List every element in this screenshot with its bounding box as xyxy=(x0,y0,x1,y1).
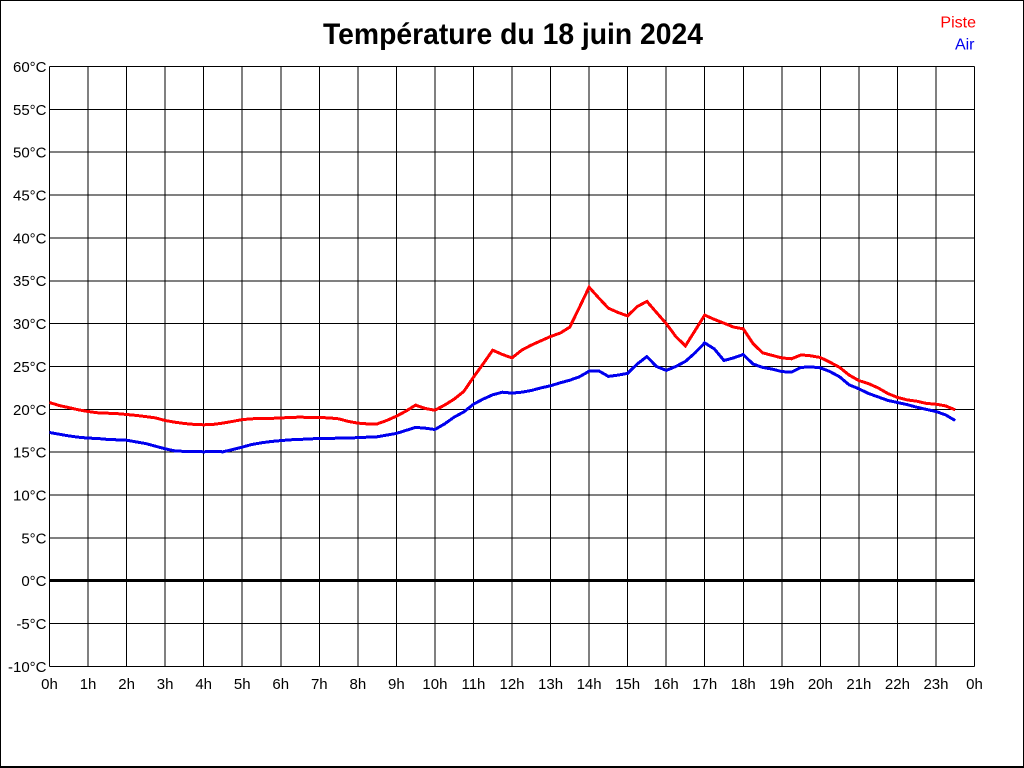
svg-text:9h: 9h xyxy=(388,676,405,693)
svg-text:7h: 7h xyxy=(311,676,328,693)
svg-text:25°C: 25°C xyxy=(13,359,47,376)
svg-text:10°C: 10°C xyxy=(13,487,47,504)
svg-text:15°C: 15°C xyxy=(13,445,47,462)
svg-text:8h: 8h xyxy=(349,676,366,693)
svg-text:4h: 4h xyxy=(195,676,212,693)
svg-text:35°C: 35°C xyxy=(13,273,47,290)
svg-text:0h: 0h xyxy=(41,676,58,693)
svg-text:1h: 1h xyxy=(80,676,97,693)
svg-text:40°C: 40°C xyxy=(13,230,47,247)
svg-text:19h: 19h xyxy=(769,676,794,693)
svg-text:-5°C: -5°C xyxy=(16,616,46,633)
svg-text:45°C: 45°C xyxy=(13,187,47,204)
svg-text:30°C: 30°C xyxy=(13,316,47,333)
svg-text:6h: 6h xyxy=(272,676,289,693)
svg-text:0h: 0h xyxy=(966,676,983,693)
svg-text:5°C: 5°C xyxy=(21,530,46,547)
svg-text:16h: 16h xyxy=(654,676,679,693)
svg-text:10h: 10h xyxy=(422,676,447,693)
svg-text:3h: 3h xyxy=(157,676,174,693)
svg-text:22h: 22h xyxy=(885,676,910,693)
svg-text:14h: 14h xyxy=(577,676,602,693)
svg-text:55°C: 55°C xyxy=(13,102,47,119)
svg-text:Piste: Piste xyxy=(940,15,976,32)
svg-text:0°C: 0°C xyxy=(21,573,46,590)
svg-text:Air: Air xyxy=(955,37,975,54)
svg-text:60°C: 60°C xyxy=(13,59,47,76)
svg-text:18h: 18h xyxy=(731,676,756,693)
svg-text:20h: 20h xyxy=(808,676,833,693)
svg-text:2h: 2h xyxy=(118,676,135,693)
svg-text:21h: 21h xyxy=(846,676,871,693)
svg-text:5h: 5h xyxy=(234,676,251,693)
svg-text:12h: 12h xyxy=(499,676,524,693)
svg-text:13h: 13h xyxy=(538,676,563,693)
svg-text:20°C: 20°C xyxy=(13,402,47,419)
svg-text:23h: 23h xyxy=(923,676,948,693)
svg-text:15h: 15h xyxy=(615,676,640,693)
svg-text:50°C: 50°C xyxy=(13,145,47,162)
svg-text:11h: 11h xyxy=(461,676,485,693)
svg-text:Température du 18 juin 2024: Température du 18 juin 2024 xyxy=(323,18,703,51)
svg-text:17h: 17h xyxy=(692,676,717,693)
svg-text:-10°C: -10°C xyxy=(8,659,47,676)
